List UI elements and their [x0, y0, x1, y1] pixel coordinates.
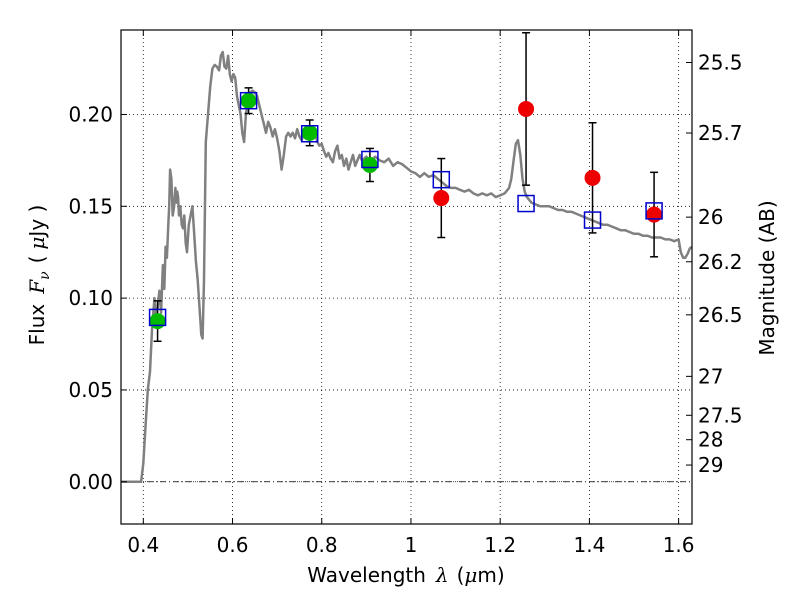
y-axis-label: FluxFν(μJy ): [25, 205, 53, 346]
model-flux-square: [517, 194, 535, 213]
x-tick-label: 1.6: [663, 533, 695, 557]
y2-tick-label: 25.5: [698, 51, 743, 75]
y-tick-label: 0.10: [68, 286, 113, 310]
nir-flux-point: [584, 169, 601, 186]
model-flux-square: [148, 308, 167, 327]
x-tick-label: 0.8: [306, 533, 338, 557]
y2-tick-label: 27.5: [698, 403, 743, 427]
y2-axis-label: Magnitude (AB): [755, 200, 779, 355]
model-flux-square: [432, 170, 451, 189]
model-squares: [148, 91, 663, 327]
optical-flux-point: [301, 124, 318, 141]
plot-frame: [120, 29, 693, 525]
x-tick-label: 1: [405, 533, 418, 557]
model-flux-square: [361, 150, 379, 169]
nir-flux-point: [433, 190, 450, 207]
y2-tick-label: 25.7: [698, 121, 743, 145]
x-tick-label: 0.6: [217, 533, 249, 557]
optical-flux-point: [240, 92, 257, 109]
model-flux-square: [239, 91, 258, 110]
y-tick-label: 0.05: [68, 378, 113, 402]
optical-flux-point: [149, 313, 166, 330]
model-flux-square: [645, 202, 663, 220]
x-tick-labels: 0.4 0.6 0.8 1 1.2 1.4 1.6: [127, 533, 694, 557]
x-axis-label: Wavelength λ (μm): [307, 563, 504, 587]
y-tick-label: 0.15: [68, 194, 113, 218]
y2-tick-label: 29: [698, 453, 723, 477]
y2-tick-label: 26.5: [698, 303, 743, 327]
x-tick-label: 1.2: [484, 533, 516, 557]
y-tick-label: 0.20: [68, 102, 113, 126]
model-flux-square: [583, 211, 602, 229]
y2-tick-label: 28: [698, 428, 723, 452]
y2-tick-label: 26: [698, 205, 723, 229]
spectrum-line: [121, 50, 693, 484]
model-flux-square: [300, 125, 319, 143]
optical-flux-point: [361, 156, 378, 173]
x-tick-label: 0.4: [127, 533, 159, 557]
model-spectrum: [121, 50, 693, 484]
nir-flux-point: [518, 100, 535, 117]
nir-flux-point: [646, 206, 663, 223]
grid-lines: [121, 30, 692, 524]
error-bars: [153, 32, 659, 343]
x-tick-label: 1.4: [573, 533, 605, 557]
axis-ticks: [121, 30, 692, 524]
flux-points: [149, 92, 663, 330]
y-tick-label: 0.00: [68, 470, 113, 494]
y2-tick-label: 26.2: [698, 250, 743, 274]
y2-tick-label: 27: [698, 364, 723, 388]
y-tick-labels: 0.00 0.05 0.10 0.15 0.20: [68, 102, 113, 493]
